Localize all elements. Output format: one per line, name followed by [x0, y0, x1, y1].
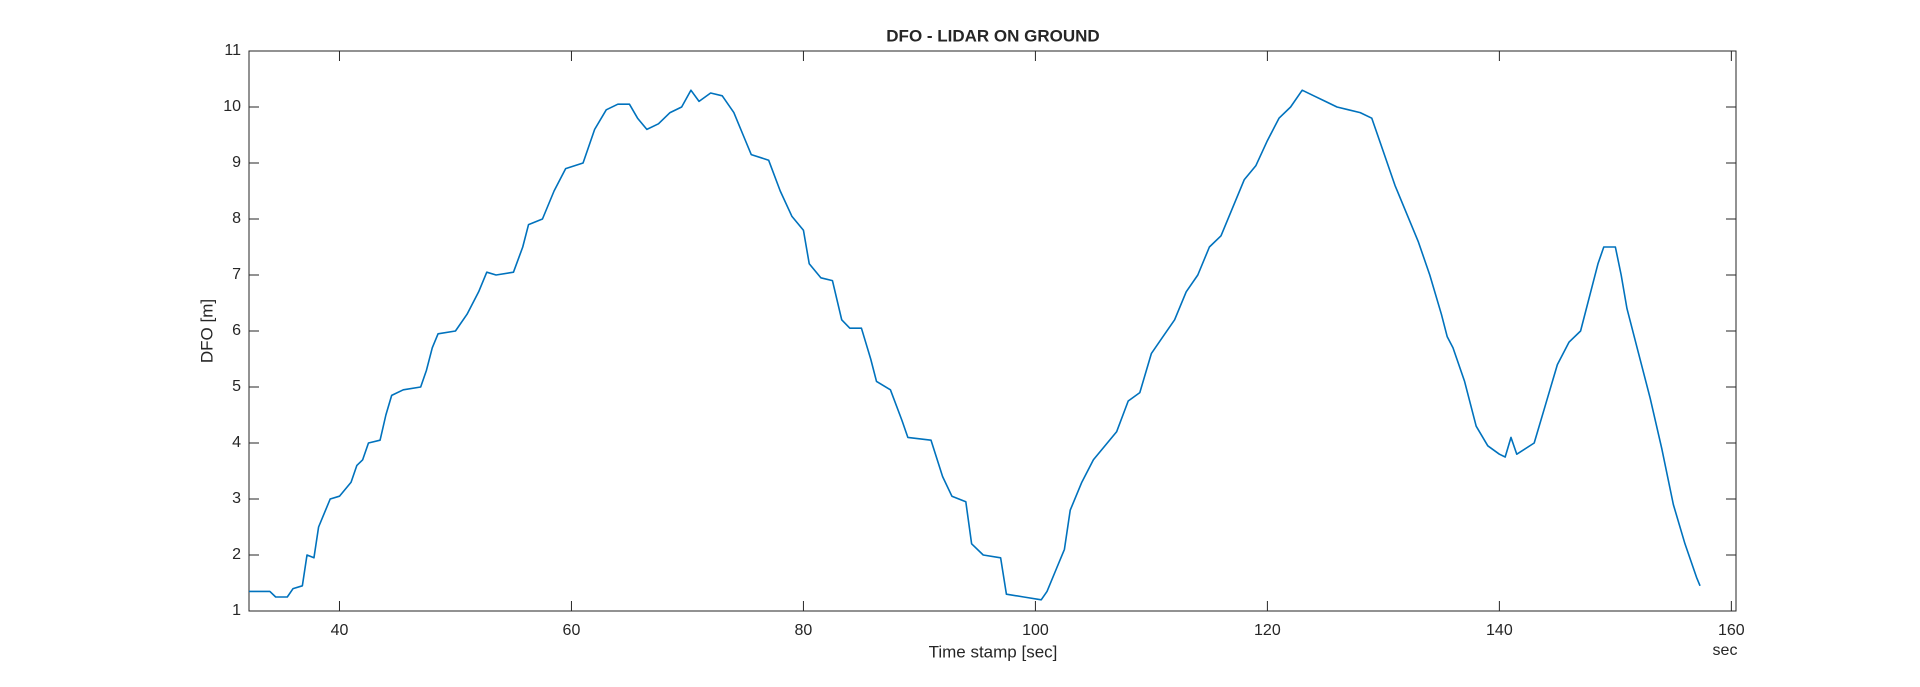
y-tick-label: 10	[223, 98, 241, 115]
x-tick-label: 160	[1718, 622, 1745, 639]
x-tick-label: 80	[795, 622, 813, 639]
y-tick-label: 3	[232, 490, 241, 507]
y-axis-label: DFO [m]	[197, 299, 216, 363]
chart-title: DFO - LIDAR ON GROUND	[886, 26, 1099, 45]
x-unit-label: sec	[1713, 642, 1738, 659]
x-tick-label: 40	[331, 622, 349, 639]
x-tick-label: 60	[563, 622, 581, 639]
y-tick-label: 5	[232, 378, 241, 395]
y-tick-label: 4	[232, 434, 241, 451]
x-tick-label: 120	[1254, 622, 1281, 639]
y-tick-label: 11	[224, 42, 241, 59]
x-tick-label: 140	[1486, 622, 1513, 639]
y-tick-label: 2	[232, 546, 241, 563]
y-tick-label: 6	[232, 322, 241, 339]
y-tick-label: 9	[232, 154, 241, 171]
y-tick-label: 8	[232, 210, 241, 227]
data-line	[249, 89, 1701, 601]
x-tick-label: 100	[1022, 622, 1049, 639]
y-tick-label: 7	[232, 266, 241, 283]
y-tick-label: 1	[232, 602, 241, 619]
x-axis-label: Time stamp [sec]	[929, 642, 1058, 661]
